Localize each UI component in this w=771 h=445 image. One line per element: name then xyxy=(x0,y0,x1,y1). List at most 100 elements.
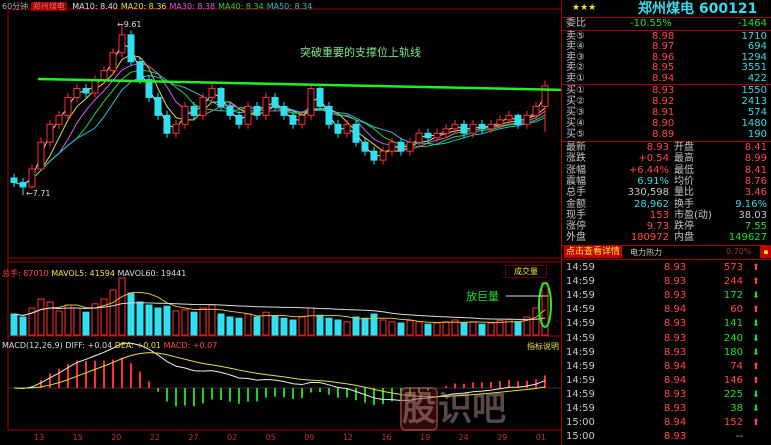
trade-row: 14:59 8.93 141 xyxy=(566,319,767,329)
bid-label: 买① xyxy=(566,85,585,96)
stat-value: 153 xyxy=(649,209,669,221)
candle xyxy=(10,177,18,183)
candle xyxy=(145,79,153,98)
trade-volume: 244 xyxy=(723,276,743,288)
bid-volume: 1550 xyxy=(741,85,767,96)
bid-row: 买④ 8.90 1480 xyxy=(566,119,767,129)
candle xyxy=(397,141,405,152)
volume-bar xyxy=(271,315,279,336)
arrow-up-icon: ⬆ xyxy=(752,418,760,429)
trade-price: 8.93 xyxy=(664,388,687,400)
arrow-up-icon: ⬆ xyxy=(752,305,760,316)
candle xyxy=(37,141,45,170)
date-tick: 05 xyxy=(265,433,276,442)
stat-label: 涨幅 xyxy=(566,164,586,176)
quote-panel: ★★★ 郑州煤电 600121 委比 -10.55% -1464 卖⑤ 8.98 1… xyxy=(561,0,771,445)
trade-volume: 225 xyxy=(723,388,743,400)
ask-row: 卖⑤ 8.98 1710 xyxy=(566,32,767,42)
candle xyxy=(460,123,468,134)
ask-price: 8.98 xyxy=(652,31,675,42)
volume-bar xyxy=(226,316,234,336)
macd-header: MACD(12,26,9) DIFF: +0.04 DEA: +0.01 MAC… xyxy=(2,341,217,350)
sector-name[interactable]: 电力热力 xyxy=(630,248,662,257)
trade-volume: 38 xyxy=(730,403,743,414)
ask-row: 卖③ 8.96 1294 xyxy=(566,52,767,63)
trade-time: 14:59 xyxy=(566,403,595,414)
candle xyxy=(307,88,315,116)
candle xyxy=(181,105,189,125)
trade-volume: 240 xyxy=(723,332,743,344)
stat-value: +0.54 xyxy=(638,153,669,165)
view-details-button[interactable]: 点击查看详情 xyxy=(564,246,623,258)
stat-label: 金额 xyxy=(566,198,586,210)
candle xyxy=(235,114,243,125)
candle xyxy=(253,105,261,116)
volume-bar xyxy=(316,314,324,336)
macd-params: MACD(12,26,9) xyxy=(2,341,63,350)
trade-time: 14:59 xyxy=(566,360,595,372)
stat-row: 总手 330,598 量比 3.46 xyxy=(566,188,767,198)
ask-volume: 422 xyxy=(747,72,767,84)
volume-bar xyxy=(145,304,153,336)
trade-price: 8.93 xyxy=(664,262,687,273)
volume-bar xyxy=(397,322,405,336)
ask-label: 卖⑤ xyxy=(566,31,585,42)
candle xyxy=(343,123,351,134)
candle xyxy=(154,96,162,116)
volume-bar xyxy=(172,310,180,336)
volume-bar xyxy=(487,322,495,336)
stat-label: 最新 xyxy=(566,142,586,153)
candle xyxy=(469,123,477,134)
volume-bar xyxy=(235,317,243,336)
volume-indicator-button[interactable]: 成交量 xyxy=(505,265,547,278)
trade-price: 8.93 xyxy=(664,346,687,358)
candle xyxy=(226,105,234,116)
stat-label: 换手 xyxy=(674,198,694,210)
trade-row: 14:59 8.93 225 xyxy=(566,388,767,400)
date-tick: 16 xyxy=(381,433,392,442)
stat-value: 8.99 xyxy=(744,153,767,165)
trade-volume: 146 xyxy=(723,374,743,386)
volume-bar xyxy=(91,303,99,336)
trade-volume: 573 xyxy=(723,262,743,273)
wei-bi-row: 委比 -10.55% -1464 xyxy=(566,19,767,29)
candle xyxy=(424,132,432,139)
trade-time: 14:59 xyxy=(566,388,595,400)
support-annotation: 突破重要的支撑位上轨线 xyxy=(300,46,421,59)
candle xyxy=(118,34,126,54)
volume-bar xyxy=(343,321,351,336)
volume-bar xyxy=(352,316,360,336)
trade-volume: 180 xyxy=(723,346,743,358)
period-label[interactable]: 60分钟 xyxy=(2,2,29,11)
stat-value: +6.44% xyxy=(628,164,669,176)
ask-row: 卖① 8.94 422 xyxy=(566,72,767,84)
volume-bar xyxy=(46,301,54,336)
date-tick: 29 xyxy=(497,433,508,442)
ask-label: 卖② xyxy=(566,62,585,74)
kline-chart[interactable] xyxy=(0,0,561,445)
support-trendline xyxy=(37,77,561,92)
chart-header: 60分钟 郑州煤电 MA10: 8.40 MA20: 8.36 MA30: 8.38… xyxy=(2,1,312,12)
date-tick: 02 xyxy=(227,433,238,442)
stat-value: 3.46 xyxy=(744,187,767,199)
stat-value: 8.76 xyxy=(744,175,767,187)
expand-icon[interactable]: ▪ xyxy=(760,246,771,258)
stat-value: 8.41 xyxy=(744,164,767,176)
volume-bar xyxy=(55,310,63,336)
bid-volume: 2413 xyxy=(741,96,767,107)
bid-label: 买⑤ xyxy=(566,129,585,140)
ask-row: 卖② 8.95 3551 xyxy=(566,63,767,73)
stat-label: 外盘 xyxy=(566,232,586,244)
ma-line-1 xyxy=(13,54,546,186)
dea-line xyxy=(13,352,546,398)
indicator-help-button[interactable]: 指标说明 xyxy=(527,342,559,351)
volume-bar xyxy=(388,321,396,336)
volume-bar xyxy=(190,311,198,336)
bid-row: 买② 8.92 2413 xyxy=(566,97,767,107)
bid-price: 8.92 xyxy=(652,96,675,107)
candle xyxy=(379,150,387,161)
candle xyxy=(163,114,171,134)
stock-name-tag: 郑州煤电 xyxy=(30,2,67,11)
trade-volume: 152 xyxy=(723,417,743,429)
ma-legend-item: MA20: 8.36 xyxy=(120,2,167,11)
